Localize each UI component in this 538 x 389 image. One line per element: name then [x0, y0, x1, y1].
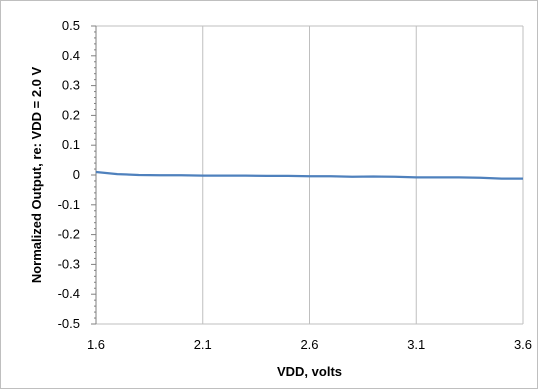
tick-labels: 0.5 0.4 0.3 0.2 0.1 0 -0.1 -0.2 -0.3 -0.4 -0.5 1.6 2… [58, 18, 532, 352]
axes [91, 25, 97, 325]
y-tick-label: -0.4 [58, 286, 80, 301]
x-tick-label: 3.6 [514, 337, 532, 352]
y-tick-label: -0.2 [58, 227, 80, 242]
y-axis-title: Normalized Output, re: VDD = 2.0 V [29, 67, 44, 284]
y-tick-label: -0.3 [58, 256, 80, 271]
x-tick-label: 1.6 [87, 337, 105, 352]
y-tick-label: 0.2 [62, 107, 80, 122]
y-tick-label: 0.4 [62, 48, 80, 63]
series-group [95, 170, 523, 180]
y-tick-label: 0.5 [62, 18, 80, 33]
x-tick-label: 2.6 [300, 337, 318, 352]
y-tick-label: 0 [73, 167, 80, 182]
x-tick-label: 3.1 [407, 337, 425, 352]
series-line [95, 170, 523, 180]
x-axis-title: VDD, volts [277, 364, 342, 379]
y-tick-label: 0.3 [62, 78, 80, 93]
grid-lines [95, 25, 524, 325]
x-tick-label: 2.1 [194, 337, 212, 352]
y-tick-label: -0.1 [58, 197, 80, 212]
y-tick-label: 0.1 [62, 137, 80, 152]
y-tick-label: -0.5 [58, 316, 80, 331]
